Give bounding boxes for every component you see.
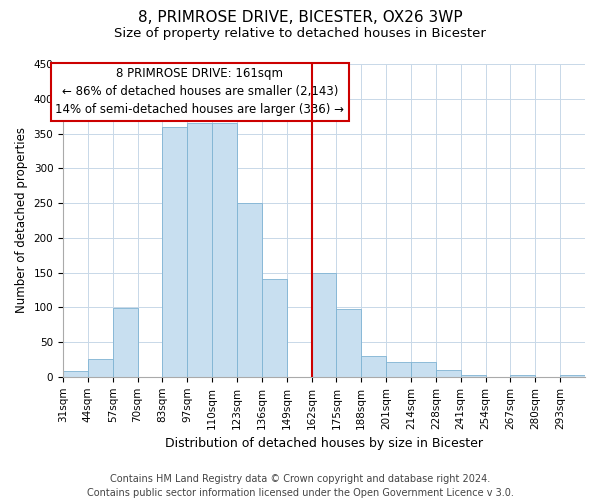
Text: 8 PRIMROSE DRIVE: 161sqm
← 86% of detached houses are smaller (2,143)
14% of sem: 8 PRIMROSE DRIVE: 161sqm ← 86% of detach… bbox=[55, 68, 344, 116]
Text: Contains HM Land Registry data © Crown copyright and database right 2024.
Contai: Contains HM Land Registry data © Crown c… bbox=[86, 474, 514, 498]
Bar bbox=[63, 372, 88, 377]
Bar bbox=[113, 308, 137, 377]
Text: Size of property relative to detached houses in Bicester: Size of property relative to detached ho… bbox=[114, 28, 486, 40]
Bar bbox=[212, 123, 237, 377]
Bar bbox=[237, 203, 262, 377]
Bar bbox=[361, 356, 386, 377]
Bar bbox=[163, 126, 187, 377]
Bar bbox=[337, 310, 361, 377]
Bar bbox=[88, 360, 113, 377]
Bar bbox=[187, 123, 212, 377]
Bar bbox=[262, 280, 287, 377]
Bar bbox=[511, 376, 535, 377]
Y-axis label: Number of detached properties: Number of detached properties bbox=[15, 128, 28, 314]
Bar bbox=[311, 272, 337, 377]
Bar bbox=[436, 370, 461, 377]
X-axis label: Distribution of detached houses by size in Bicester: Distribution of detached houses by size … bbox=[165, 437, 483, 450]
Bar bbox=[560, 376, 585, 377]
Bar bbox=[461, 376, 485, 377]
Bar bbox=[386, 362, 411, 377]
Text: 8, PRIMROSE DRIVE, BICESTER, OX26 3WP: 8, PRIMROSE DRIVE, BICESTER, OX26 3WP bbox=[137, 10, 463, 25]
Bar bbox=[411, 362, 436, 377]
